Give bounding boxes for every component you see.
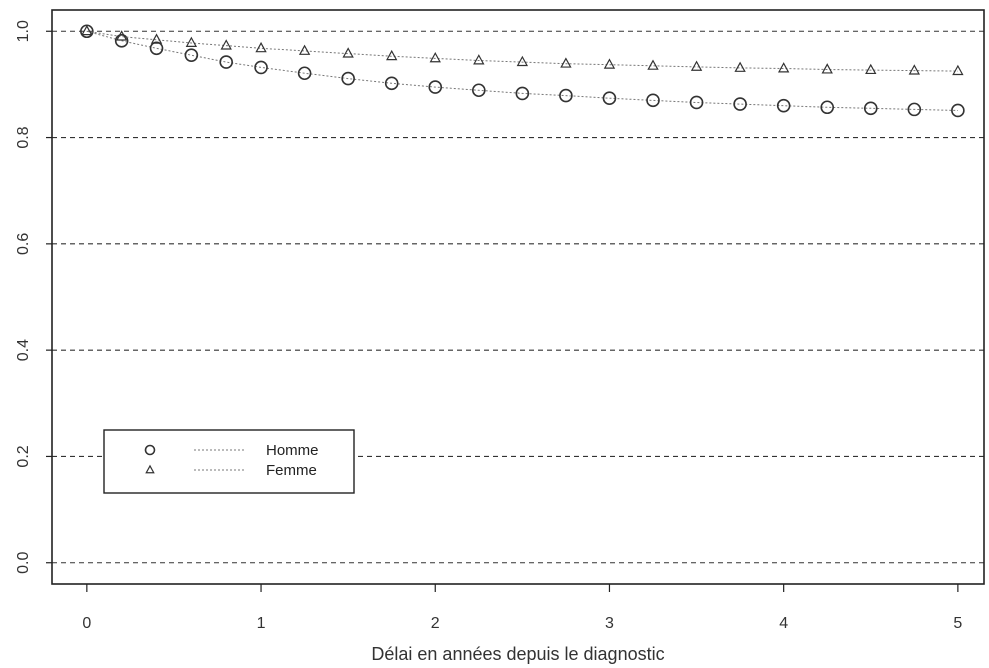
circle-marker [820, 100, 835, 115]
x-tick-label: 0 [82, 615, 91, 632]
circle-marker [184, 48, 199, 62]
triangle-marker [473, 54, 485, 65]
triangle-marker [81, 24, 93, 36]
triangle-marker [690, 60, 703, 71]
series-homme [80, 24, 965, 118]
triangle-marker [647, 59, 659, 70]
circle-marker [733, 97, 747, 111]
circle-marker [341, 71, 355, 86]
y-tick-label: 0.4 [15, 339, 32, 361]
triangle-marker [952, 64, 964, 76]
triangle-marker [220, 39, 232, 50]
circle-marker [515, 86, 530, 101]
x-tick-label: 1 [257, 615, 266, 632]
series-line [86, 30, 958, 72]
triangle-marker [185, 36, 198, 47]
triangle-marker [115, 30, 128, 41]
circle-marker [428, 80, 443, 94]
y-axis: 0.0 0.2 0.4 0.6 0.8 1.0 [15, 20, 52, 574]
triangle-marker [342, 47, 354, 58]
x-tick-label: 2 [431, 615, 440, 632]
circle-marker [472, 83, 486, 98]
circle-marker [559, 88, 573, 103]
legend-triangle-icon [145, 464, 155, 474]
circle-marker [646, 93, 660, 108]
series-line [86, 30, 958, 111]
circle-marker [776, 98, 791, 113]
triangle-marker [516, 55, 529, 67]
circle-marker [297, 66, 312, 81]
triangle-marker [255, 41, 267, 53]
x-tick-label: 5 [953, 615, 962, 632]
circle-marker [863, 101, 878, 116]
x-tick-label: 3 [605, 615, 614, 632]
legend-item-femme: Femme [145, 462, 317, 479]
circle-marker [384, 76, 399, 91]
triangle-marker [821, 63, 833, 74]
triangle-marker [386, 49, 398, 61]
x-tick-label: 4 [779, 615, 788, 632]
circle-marker [602, 91, 617, 106]
triangle-marker [298, 44, 311, 55]
legend-circle-icon [144, 444, 156, 456]
legend-label: Femme [266, 462, 317, 479]
legend-label: Homme [266, 442, 319, 459]
circle-marker [254, 60, 268, 75]
triangle-marker [777, 62, 790, 73]
legend-item-homme: Homme [144, 442, 319, 459]
y-tick-label: 0.0 [15, 552, 32, 574]
triangle-marker [150, 33, 163, 44]
y-tick-label: 0.2 [15, 445, 32, 467]
triangle-marker [908, 64, 921, 75]
series-femme [81, 24, 964, 76]
series-layer [80, 24, 965, 118]
triangle-marker [429, 52, 441, 63]
circle-marker [951, 103, 965, 118]
plot-frame [51, 9, 985, 585]
triangle-marker [865, 63, 877, 75]
triangle-marker [560, 57, 572, 68]
y-tick-label: 1.0 [15, 20, 32, 42]
y-tick-label: 0.6 [15, 233, 32, 255]
circle-marker [219, 55, 234, 69]
circle-marker [907, 102, 922, 117]
legend: Homme Femme [103, 429, 355, 494]
triangle-marker [603, 58, 616, 69]
circle-marker [149, 41, 164, 56]
x-axis-title: Délai en années depuis le diagnostic [371, 644, 664, 664]
circle-marker [114, 34, 129, 48]
circle-marker [689, 95, 704, 110]
y-tick-label: 0.8 [15, 126, 32, 148]
x-axis: 0 1 2 3 4 5 [82, 584, 962, 632]
legend-box [103, 429, 355, 494]
triangle-marker [734, 61, 746, 72]
